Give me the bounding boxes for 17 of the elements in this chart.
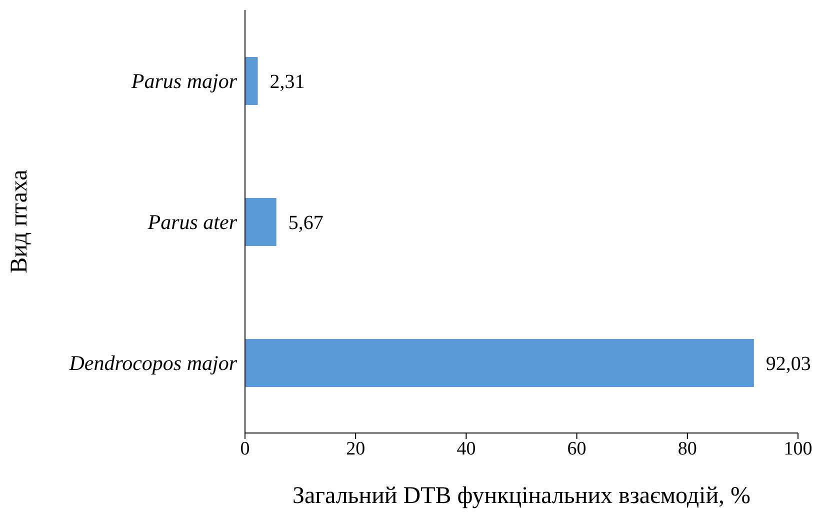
x-tick-label: 60: [567, 438, 586, 460]
bar: [245, 198, 276, 246]
data-label: 92,03: [766, 353, 811, 376]
x-tick-label: 80: [678, 438, 697, 460]
x-tick-label: 40: [456, 438, 476, 460]
y-tick-label: Parus ater: [146, 210, 238, 234]
y-tick-label: Dendrocopos major: [68, 350, 238, 375]
x-tick-label: 100: [784, 438, 812, 460]
x-tick-label: 0: [240, 438, 250, 460]
data-label: 2,31: [270, 71, 305, 94]
x-tick-label: 20: [346, 438, 366, 460]
bar: [245, 339, 754, 387]
y-axis-title: Вид птаха: [6, 169, 33, 274]
x-axis-title: Загальний DTB функцінальних взаємодій, %: [292, 483, 751, 509]
data-label: 5,67: [288, 212, 324, 234]
y-tick-label: Parus major: [130, 68, 238, 93]
bar: [245, 57, 258, 105]
